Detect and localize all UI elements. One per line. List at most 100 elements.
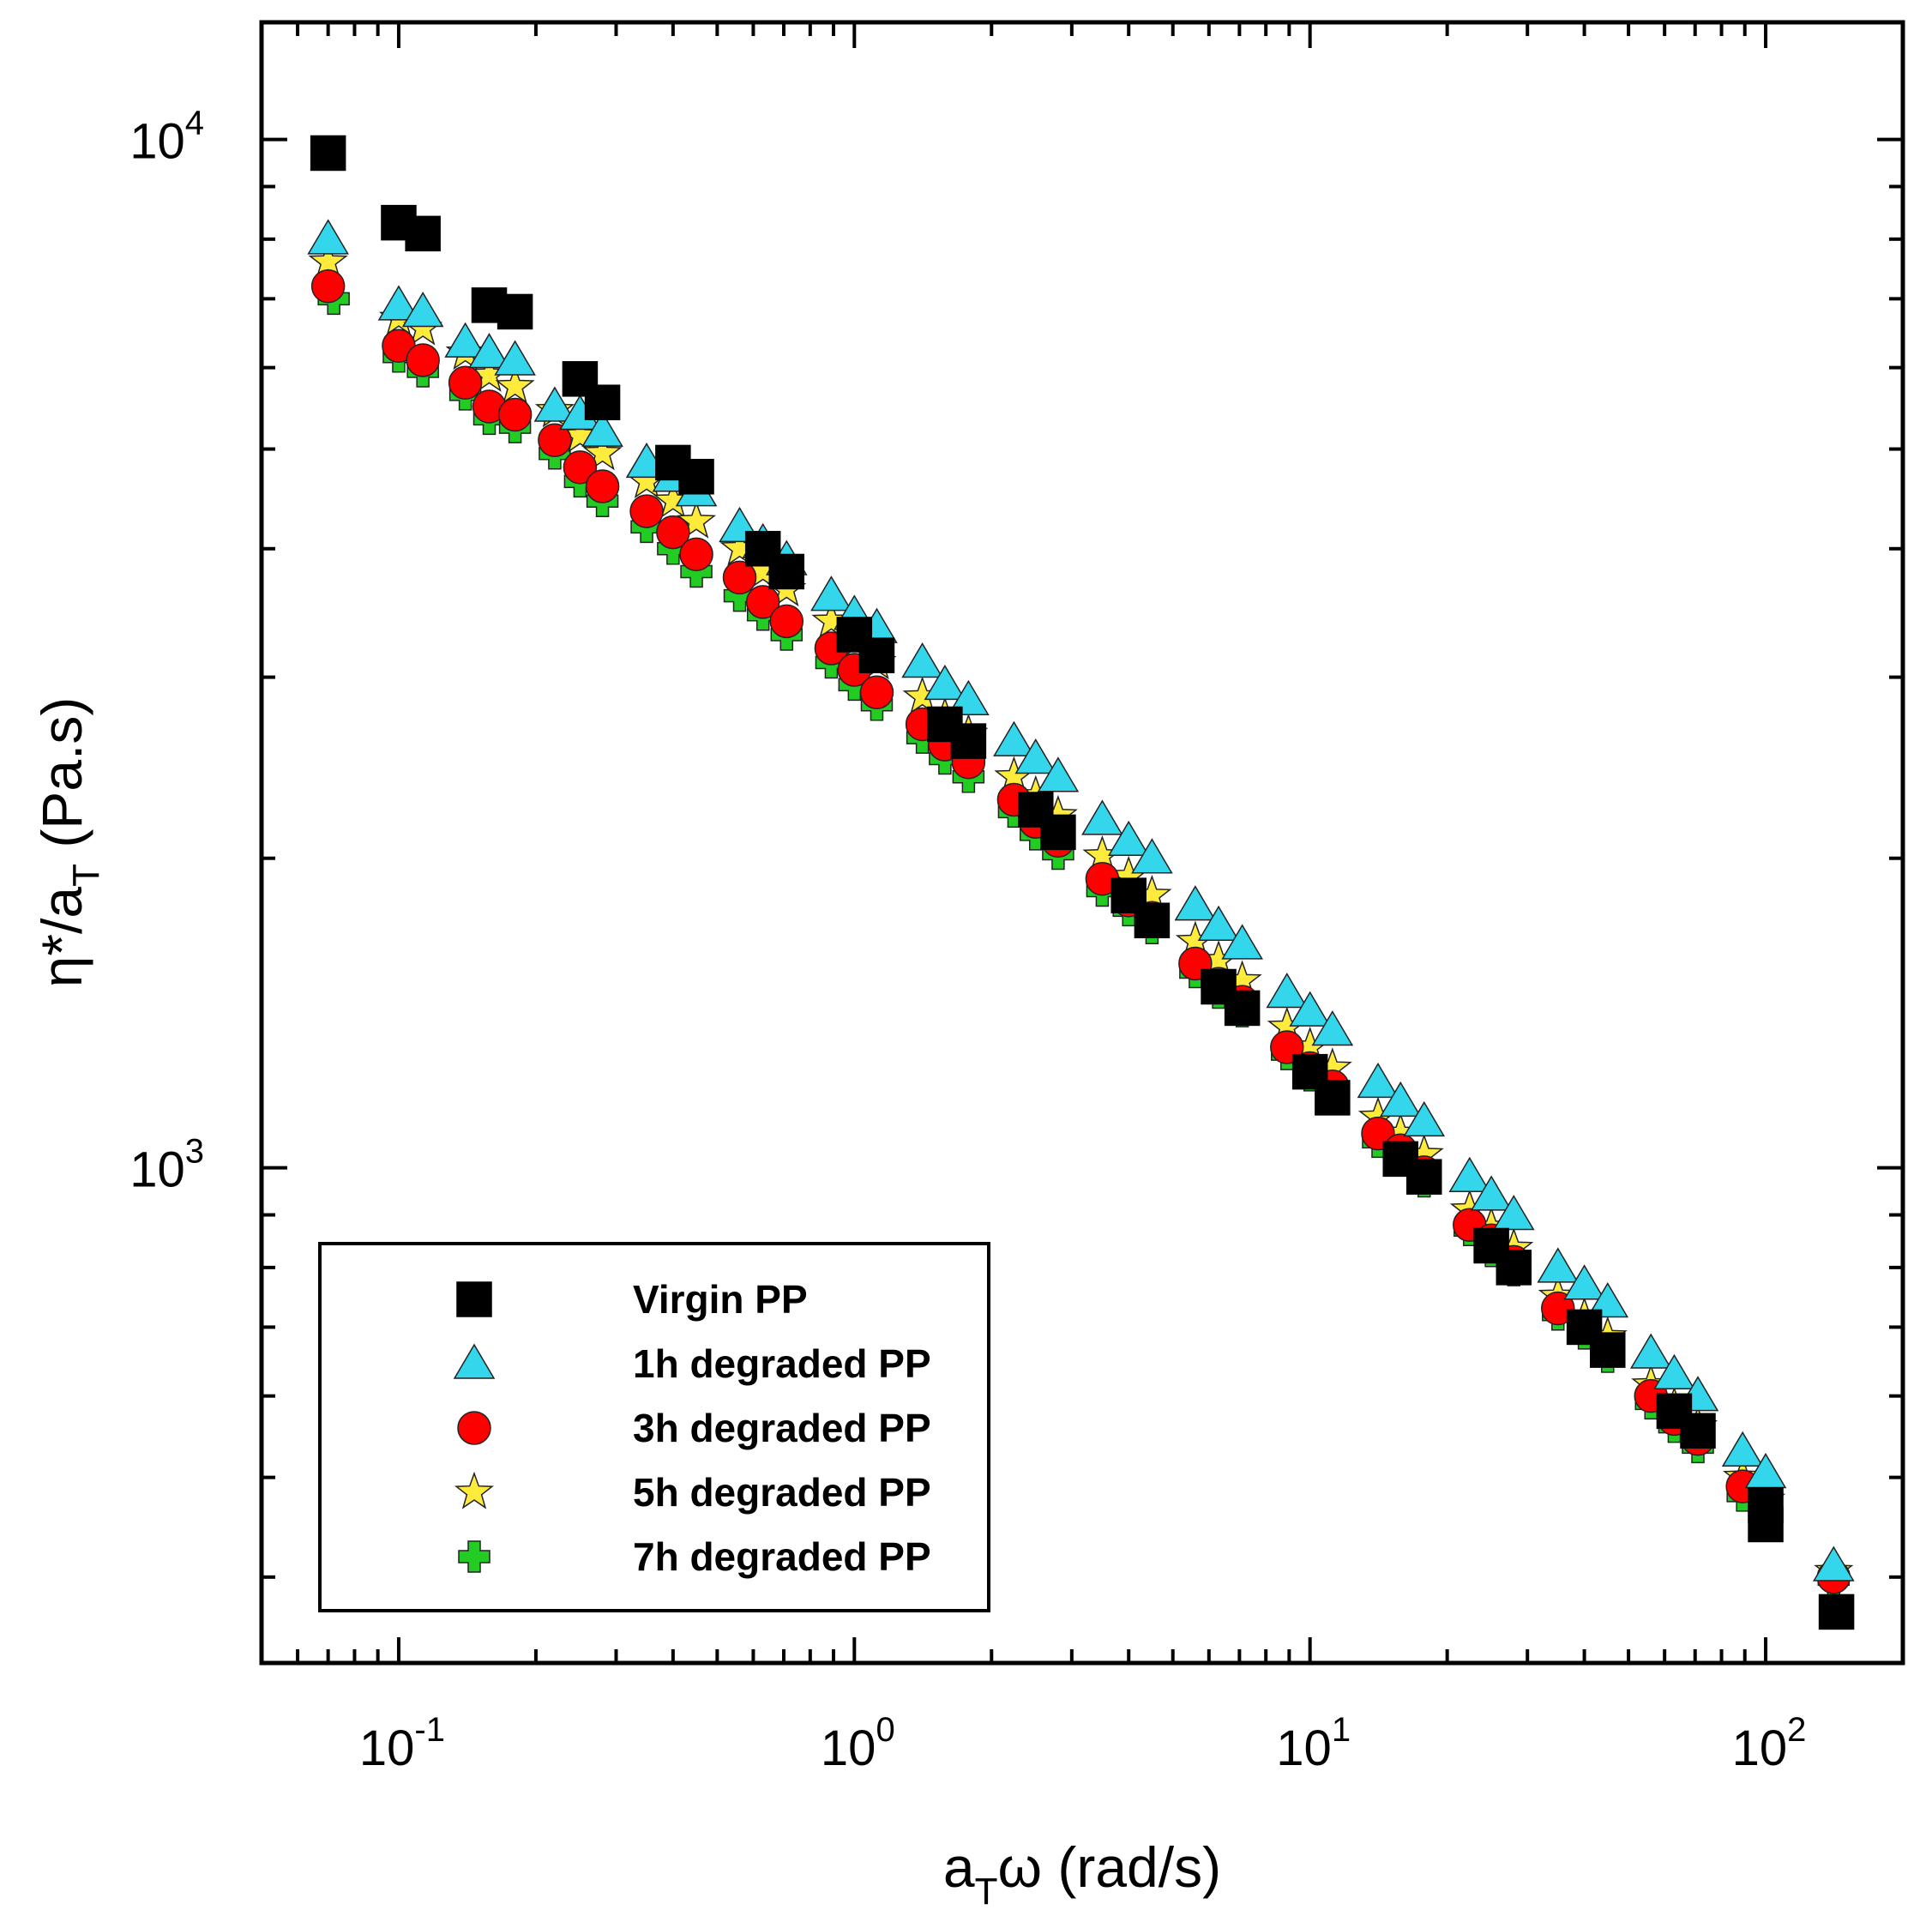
data-point-circle [679,537,713,572]
data-point-triangle [1629,1333,1672,1369]
legend-marker-plus [458,1540,491,1573]
data-point-star [495,365,535,404]
x-tick-label: 102 [1732,1711,1807,1776]
data-point-triangle [444,322,486,358]
data-point-triangle [1266,973,1309,1009]
legend-marker-star [454,1471,494,1509]
x-tick-label: 101 [1276,1711,1351,1776]
data-point-triangle [1563,1264,1605,1300]
data-point-triangle [1037,756,1080,792]
data-point-square [1315,1080,1351,1116]
data-point-square [1818,1594,1855,1630]
data-point-triangle [1221,924,1263,960]
data-point-circle [629,494,664,528]
data-point-square [768,553,805,590]
x-tick-label: 100 [821,1711,895,1776]
legend-label-1h-degraded-pp: 1h degraded PP [633,1341,931,1386]
data-point-triangle [1470,1175,1513,1211]
data-point-square [1748,1506,1784,1543]
data-point-triangle [307,219,349,255]
data-point-triangle [377,285,420,321]
data-point-circle [585,469,620,503]
data-point-square [310,135,346,172]
data-point-triangle [1197,905,1240,942]
data-point-triangle [1492,1195,1535,1231]
data-point-triangle [1448,1156,1491,1192]
legend-label-5h-degraded-pp: 5h degraded PP [633,1470,931,1515]
legend-label-3h-degraded-pp: 3h degraded PP [633,1406,931,1450]
data-point-triangle [1174,885,1217,921]
data-point-circle [448,365,483,401]
legend-label-7h-degraded-pp: 7h degraded PP [633,1534,931,1579]
legend-marker-circle [457,1411,491,1445]
data-point-triangle [1813,1545,1855,1582]
data-point-circle [745,585,780,619]
legend-markers [453,1281,496,1573]
data-point-triangle [1107,820,1150,857]
data-point-square [405,215,441,252]
legend-label-virgin-pp: Virgin PP [633,1277,808,1322]
legend-box [318,1242,990,1612]
data-markers [307,135,1855,1630]
data-point-triangle [533,386,576,422]
data-point-triangle [1403,1100,1446,1137]
data-point-triangle [1586,1281,1629,1318]
data-point-square [1134,902,1171,938]
data-point-square [1590,1332,1626,1368]
data-point-circle [1541,1291,1575,1326]
data-point-circle [563,450,598,485]
x-axis-title: aTω (rad/s) [943,1835,1221,1913]
data-point-triangle [993,720,1035,756]
y-tick-label: 104 [129,105,204,170]
data-point-triangle [1653,1353,1695,1390]
data-point-circle [769,604,804,639]
data-point-square [1405,1159,1442,1195]
data-point-triangle [1289,991,1331,1027]
data-point-triangle [581,411,623,447]
y-axis-title: η*/aT (Pa.s) [30,697,107,988]
data-point-square [1496,1250,1532,1286]
data-point-circle [497,397,533,432]
legend: Virgin PP 1h degraded PP 3h degraded PP … [318,1242,990,1612]
legend-marker-triangle [453,1343,496,1379]
data-point-triangle [1131,838,1173,874]
data-point-square [1040,814,1076,851]
x-tick-label: 10-1 [359,1711,445,1776]
data-point-square [678,459,714,495]
data-point-square [497,293,533,330]
data-point-square [1224,990,1261,1027]
data-point-triangle [401,291,444,328]
data-point-triangle [1379,1081,1422,1118]
data-point-circle [656,515,690,550]
data-point-triangle [901,642,943,678]
legend-marker-square [456,1281,492,1317]
data-point-triangle [1081,799,1123,835]
data-point-star [676,500,717,539]
y-tick-label: 103 [129,1133,204,1198]
data-point-square [584,384,621,420]
tick-labels: 10-1 100 101 102 103 104 [129,105,1806,1776]
data-point-square [1680,1413,1716,1449]
data-point-circle [310,268,346,304]
data-point-triangle [1537,1247,1580,1283]
data-point-triangle [924,664,966,701]
data-point-square [858,637,895,673]
data-point-triangle [948,679,990,716]
data-point-circle [538,423,572,458]
data-point-square [1382,1141,1418,1178]
data-point-triangle [494,340,536,376]
data-point-circle [859,675,894,709]
data-point-triangle [1014,738,1057,774]
data-point-triangle [1357,1062,1399,1099]
plot-frame [259,20,1905,1666]
data-point-triangle [1721,1431,1764,1467]
data-point-triangle [468,333,510,369]
axis-ticks [260,22,1905,1663]
data-point-triangle [1311,1010,1354,1046]
data-point-circle [406,343,440,377]
data-point-square [950,723,987,759]
series-square-markers [310,135,1855,1630]
data-point-star [582,432,623,471]
data-point-triangle [810,575,852,612]
